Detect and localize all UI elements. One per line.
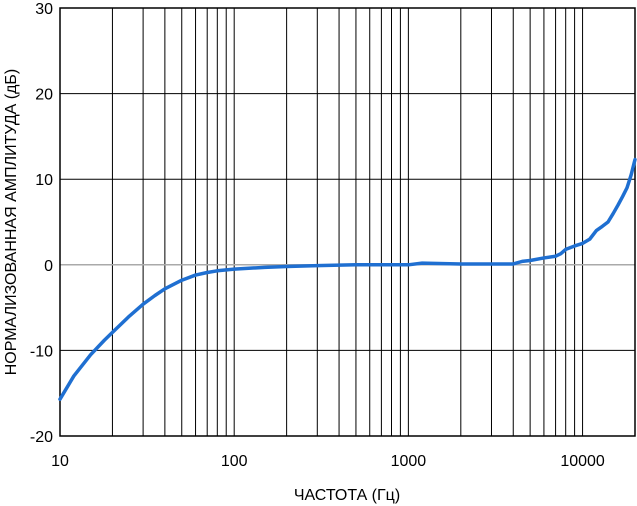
y-tick-label: 0 [44,258,53,275]
x-tick-label: 1000 [391,453,427,470]
y-axis-label: НОРМАЛИЗОВАННАЯ АМПЛИТУДА (дБ) [3,69,20,376]
series-layer [58,157,637,401]
vertical-grid [111,8,584,436]
x-axis-label: ЧАСТОТА (Гц) [294,487,400,504]
plot-frame [59,7,636,437]
x-tick-labels: 10 100 1000 10000 [51,453,605,470]
plot-background [60,8,635,436]
x-tick-label: 100 [221,453,248,470]
y-tick-labels: 30 20 10 0 -10 -20 [30,1,53,446]
series-line [58,157,637,401]
x-tick-label: 10 [51,453,69,470]
y-tick-label: 30 [35,1,53,18]
y-tick-label: 10 [35,172,53,189]
x-tick-label: 10000 [560,453,605,470]
y-tick-label: 20 [35,87,53,104]
y-tick-label: -10 [30,343,53,360]
y-tick-label: -20 [30,429,53,446]
